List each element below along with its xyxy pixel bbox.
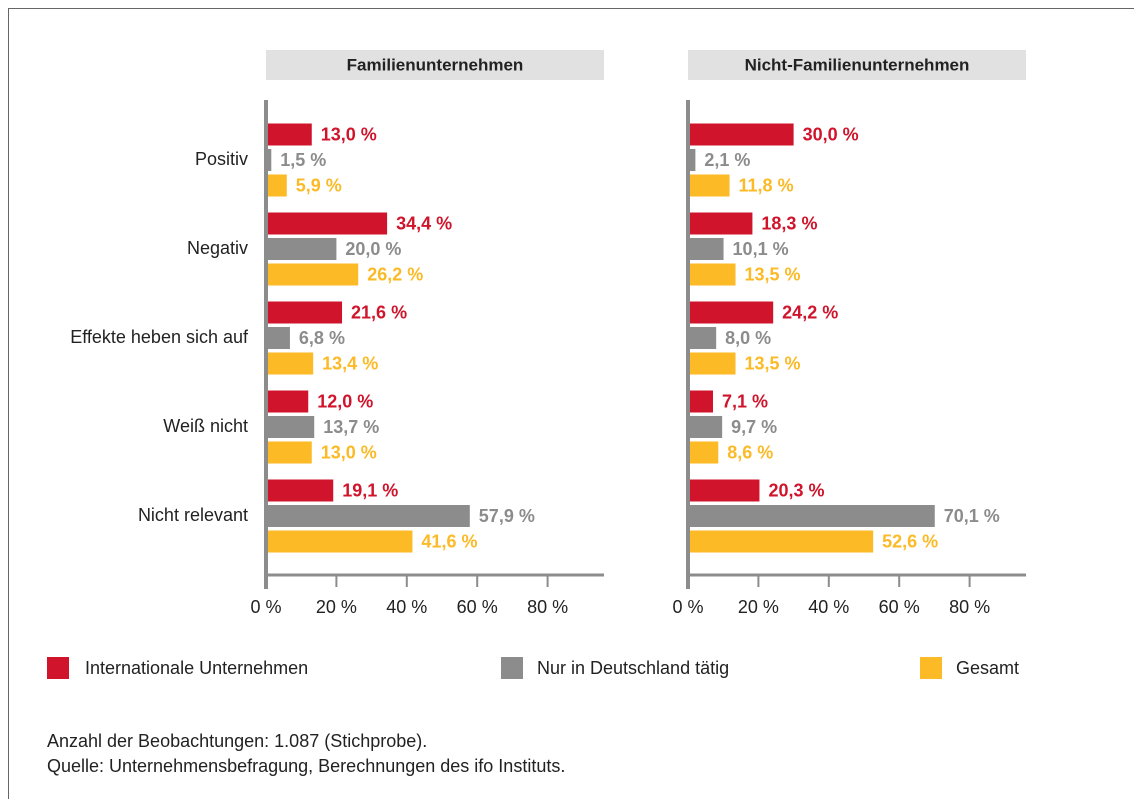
legend-swatch (920, 657, 942, 679)
x-tick-label: 80 % (527, 597, 568, 617)
value-label: 20,0 % (345, 239, 401, 259)
category-label: Weiß nicht (163, 416, 248, 436)
category-label: Positiv (195, 149, 248, 169)
value-label: 8,6 % (727, 442, 773, 462)
bar (266, 505, 470, 527)
value-label: 34,4 % (396, 213, 452, 233)
panel-title: Nicht-Familienunternehmen (745, 55, 970, 74)
x-tick-label: 0 % (250, 597, 281, 617)
category-label: Negativ (187, 238, 248, 258)
value-label: 13,4 % (322, 353, 378, 373)
value-label: 9,7 % (731, 417, 777, 437)
bar (688, 175, 730, 197)
value-label: 6,8 % (299, 328, 345, 348)
panel-title: Familienunternehmen (347, 55, 524, 74)
value-label: 30,0 % (803, 124, 859, 144)
x-tick-label: 20 % (316, 597, 357, 617)
frame (9, 9, 1134, 800)
bar (266, 175, 287, 197)
bar (688, 327, 716, 349)
note: Anzahl der Beobachtungen: 1.087 (Stichpr… (47, 731, 427, 751)
value-label: 8,0 % (725, 328, 771, 348)
bar (266, 213, 387, 235)
bar (688, 505, 935, 527)
value-label: 13,0 % (321, 124, 377, 144)
value-label: 1,5 % (280, 150, 326, 170)
x-tick-label: 80 % (949, 597, 990, 617)
bar (266, 302, 342, 324)
category-label: Effekte heben sich auf (70, 327, 249, 347)
x-tick-label: 20 % (738, 597, 779, 617)
bar (266, 480, 333, 502)
x-tick-label: 60 % (457, 597, 498, 617)
bar (688, 391, 713, 413)
bar (688, 442, 718, 464)
value-label: 21,6 % (351, 302, 407, 322)
value-label: 7,1 % (722, 391, 768, 411)
legend-swatch (501, 657, 523, 679)
bar (688, 480, 759, 502)
bar (688, 353, 736, 375)
value-label: 13,5 % (745, 264, 801, 284)
value-label: 52,6 % (882, 531, 938, 551)
value-label: 13,5 % (745, 353, 801, 373)
value-label: 10,1 % (733, 239, 789, 259)
value-label: 18,3 % (761, 213, 817, 233)
bar (688, 416, 722, 438)
bar (688, 238, 724, 260)
value-label: 70,1 % (944, 506, 1000, 526)
value-label: 19,1 % (342, 480, 398, 500)
bar (266, 327, 290, 349)
value-label: 12,0 % (317, 391, 373, 411)
bar (266, 531, 412, 553)
value-label: 57,9 % (479, 506, 535, 526)
bar (688, 213, 752, 235)
x-tick-label: 60 % (879, 597, 920, 617)
legend-label: Internationale Unternehmen (85, 658, 308, 678)
value-label: 20,3 % (768, 480, 824, 500)
value-label: 24,2 % (782, 302, 838, 322)
legend-label: Gesamt (956, 658, 1019, 678)
value-label: 2,1 % (704, 150, 750, 170)
bar (688, 531, 873, 553)
category-label: Nicht relevant (138, 505, 248, 525)
bar (266, 353, 313, 375)
bar (688, 124, 794, 146)
bar (266, 416, 314, 438)
bar (266, 391, 308, 413)
value-label: 11,8 % (739, 175, 794, 195)
legend-swatch (47, 657, 69, 679)
note: Quelle: Unternehmensbefragung, Berechnun… (47, 756, 565, 776)
value-label: 13,0 % (321, 442, 377, 462)
bar (266, 264, 358, 286)
x-tick-label: 40 % (808, 597, 849, 617)
value-label: 13,7 % (323, 417, 379, 437)
bar (688, 302, 773, 324)
x-tick-label: 40 % (386, 597, 427, 617)
bar (688, 264, 736, 286)
legend-label: Nur in Deutschland tätig (537, 658, 729, 678)
value-label: 26,2 % (367, 264, 423, 284)
bar (266, 238, 336, 260)
bar (266, 124, 312, 146)
bar (266, 442, 312, 464)
x-tick-label: 0 % (672, 597, 703, 617)
value-label: 41,6 % (421, 531, 477, 551)
value-label: 5,9 % (296, 175, 342, 195)
